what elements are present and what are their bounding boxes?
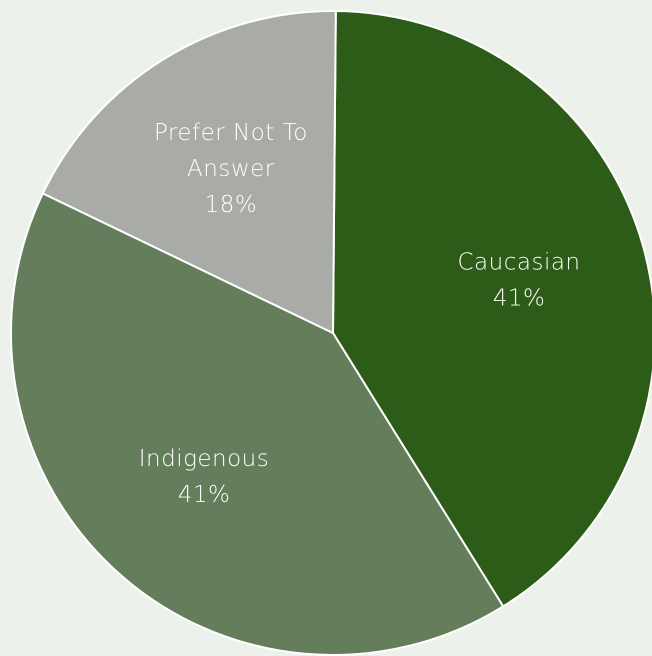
pie-label-category: Prefer Not To — [154, 120, 308, 146]
pie-slice-caucasian — [331, 10, 652, 608]
pie-labels: Caucasian 41% Indigenous 41% Prefer Not To An… — [139, 120, 580, 508]
pie-label-percent: 18% — [205, 192, 258, 218]
pie-label-percent: 41% — [178, 481, 231, 507]
pie-label-category: Indigenous — [139, 445, 270, 471]
pie-label-category: Caucasian — [457, 249, 580, 275]
pie-label-category: Answer — [187, 156, 275, 182]
pie-label-indigenous: Indigenous 41% — [139, 445, 270, 507]
pie-slices — [10, 10, 652, 656]
pie-label-prefer-not-to-answer: Prefer Not To Answer 18% — [154, 120, 308, 218]
pie-label-percent: 41% — [493, 285, 546, 311]
pie-label-caucasian: Caucasian 41% — [457, 249, 580, 311]
pie-slice-indigenous — [10, 192, 505, 656]
pie-slice-prefer-not-to-answer — [41, 10, 337, 335]
